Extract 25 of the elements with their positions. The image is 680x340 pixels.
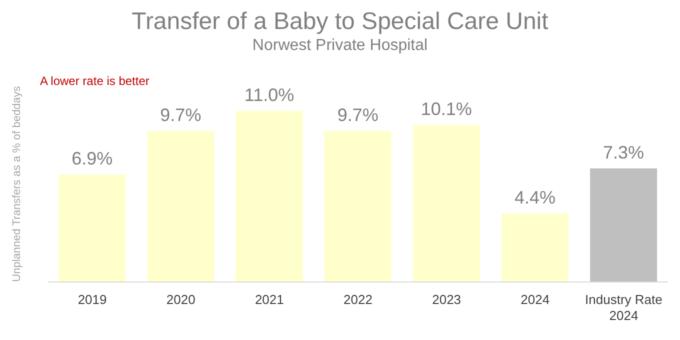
x-tick-label: 2022 (344, 292, 372, 307)
x-tick-label: 2024 (520, 292, 550, 307)
bar (324, 131, 392, 282)
bar (236, 110, 303, 282)
data-label: 6.9% (72, 148, 113, 169)
bar (590, 168, 658, 282)
chart-title: Transfer of a Baby to Special Care Unit (130, 8, 550, 36)
x-tick-label: 2023 (432, 292, 462, 307)
bar (58, 174, 126, 282)
x-tick-label: Industry Rate 2024 (585, 292, 662, 323)
x-tick-label: 2020 (166, 292, 196, 307)
x-tick-label: 2021 (254, 292, 284, 307)
data-label: 4.4% (514, 188, 556, 208)
data-label: 7.3% (603, 142, 644, 162)
bar (501, 214, 568, 282)
data-label: 9.7% (337, 105, 378, 126)
x-tick-label: 2019 (78, 292, 107, 307)
bar (147, 131, 214, 282)
data-label: 10.1% (420, 98, 472, 119)
bar (412, 124, 480, 282)
y-axis-title: Unplanned Transfers as a % of beddays (11, 85, 23, 284)
chart-subtitle: Norwest Private Hospital (251, 36, 429, 56)
text: A lower rate is better (40, 74, 150, 88)
data-label: 11.0% (244, 84, 294, 105)
data-label: 9.7% (160, 105, 202, 126)
